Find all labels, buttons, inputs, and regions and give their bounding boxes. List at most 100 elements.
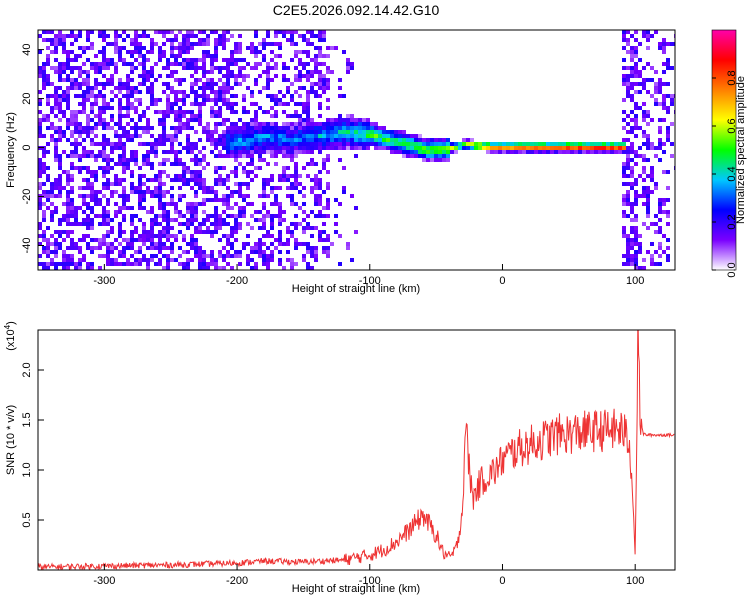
spectrogram-cell (146, 154, 150, 158)
spectrogram-cell (322, 122, 326, 126)
spectrogram-cell (106, 214, 110, 218)
spectrogram-cell (206, 78, 210, 82)
spectrogram-cell (262, 46, 266, 50)
spectrogram-cell (630, 158, 634, 162)
spectrogram-cell (270, 190, 274, 194)
spectrogram-cell (642, 170, 646, 174)
spectrogram-cell (238, 162, 242, 166)
spectrogram-cell (346, 70, 350, 74)
spectrogram-cell (190, 58, 194, 62)
spectrogram-cell (118, 86, 122, 90)
spectrogram-cell (110, 262, 114, 266)
spectrogram-cell (222, 234, 226, 238)
spectrogram-cell (150, 166, 154, 170)
spectrogram-cell (294, 54, 298, 58)
spectrogram-cell (182, 178, 186, 182)
spectrogram-cell (310, 234, 314, 238)
spectrogram-cell (166, 114, 170, 118)
spectrogram-cell (178, 174, 182, 178)
spectrogram-cell (110, 98, 114, 102)
spectrogram-cell (206, 86, 210, 90)
spectrogram-cell (106, 142, 110, 146)
spectrogram-cell (210, 190, 214, 194)
spectrogram-cell (126, 78, 130, 82)
spectrogram-cell (98, 266, 102, 270)
x-tick-label: -100 (359, 575, 381, 587)
spectrogram-cell (530, 146, 534, 150)
spectrogram-cell (190, 170, 194, 174)
spectrogram-cell (58, 218, 62, 222)
spectrogram-cell (338, 130, 342, 134)
spectrogram-cell (94, 170, 98, 174)
spectrogram-cell (218, 78, 222, 82)
spectrogram-cell (202, 54, 206, 58)
spectrogram-cell (118, 158, 122, 162)
spectrogram-cell (306, 138, 310, 142)
spectrogram-cell (266, 110, 270, 114)
spectrogram-cell (242, 166, 246, 170)
spectrogram-cell (186, 110, 190, 114)
spectrogram-cell (134, 90, 138, 94)
spectrogram-cell (278, 130, 282, 134)
spectrogram-cell (350, 126, 354, 130)
spectrogram-cell (162, 50, 166, 54)
spectrogram-cell (86, 90, 90, 94)
spectrogram-cell (42, 262, 46, 266)
spectrogram-cell (234, 222, 238, 226)
spectrogram-cell (98, 254, 102, 258)
spectrogram-cell (230, 234, 234, 238)
spectrogram-cell (222, 86, 226, 90)
spectrogram-cell (642, 102, 646, 106)
spectrogram-cell (198, 226, 202, 230)
spectrogram-cell (314, 226, 318, 230)
spectrogram-cell (326, 54, 330, 58)
spectrogram-cell (158, 186, 162, 190)
spectrogram-cell (238, 206, 242, 210)
spectrogram-cell (230, 266, 234, 270)
spectrogram-cell (302, 194, 306, 198)
spectrogram-cell (42, 74, 46, 78)
spectrogram-cell (198, 230, 202, 234)
spectrogram-cell (238, 182, 242, 186)
spectrogram-cell (38, 74, 42, 78)
spectrogram-cell (626, 202, 630, 206)
spectrogram-cell (74, 126, 78, 130)
spectrogram-cell (294, 170, 298, 174)
spectrogram-cell (158, 194, 162, 198)
spectrogram-cell (310, 226, 314, 230)
spectrogram-cell (374, 122, 378, 126)
spectrogram-cell (622, 142, 626, 146)
spectrogram-cell (438, 154, 442, 158)
spectrogram-cell (98, 70, 102, 74)
spectrogram-cell (310, 250, 314, 254)
spectrogram-cell (270, 106, 274, 110)
spectrogram-cell (134, 106, 138, 110)
spectrogram-cell (250, 214, 254, 218)
spectrogram-cell (78, 30, 82, 34)
spectrogram-cell (222, 94, 226, 98)
spectrogram-cell (90, 262, 94, 266)
spectrogram-cell (38, 34, 42, 38)
spectrogram-cell (86, 126, 90, 130)
spectrogram-cell (270, 94, 274, 98)
spectrogram-cell (658, 138, 662, 142)
spectrogram-cell (186, 142, 190, 146)
spectrogram-cell (226, 102, 230, 106)
spectrogram-cell (170, 74, 174, 78)
spectrogram-cell (118, 178, 122, 182)
spectrogram-cell (302, 230, 306, 234)
spectrogram-cell (638, 74, 642, 78)
spectrogram-cell (186, 66, 190, 70)
spectrogram-cell (238, 186, 242, 190)
spectrogram-cell (190, 34, 194, 38)
spectrogram-cell (338, 158, 342, 162)
spectrogram-cell (142, 182, 146, 186)
spectrogram-cell (154, 234, 158, 238)
spectrogram-cell (58, 110, 62, 114)
colorbar: 0.00.20.40.60.8 Normalized spectral ampl… (711, 29, 747, 278)
spectrogram-cell (622, 66, 626, 70)
spectrogram-cell (230, 138, 234, 142)
spectrogram-cell (114, 46, 118, 50)
spectrogram-cell (230, 170, 234, 174)
spectrogram-cell (66, 230, 70, 234)
